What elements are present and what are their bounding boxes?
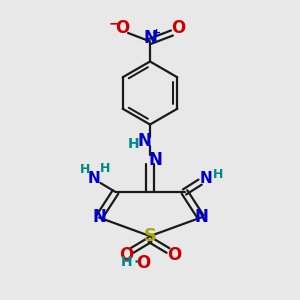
Text: +: +: [152, 28, 161, 38]
Text: N: N: [148, 151, 162, 169]
Text: H: H: [213, 167, 223, 181]
Text: •: •: [134, 258, 139, 267]
Text: N: N: [194, 208, 208, 226]
Text: N: N: [143, 29, 157, 47]
Text: O: O: [115, 19, 129, 37]
Text: O: O: [167, 246, 181, 264]
Text: N: N: [88, 171, 100, 186]
Text: O: O: [136, 254, 150, 272]
Text: H: H: [80, 163, 91, 176]
Text: H: H: [128, 137, 139, 151]
Text: −: −: [109, 17, 120, 31]
Text: O: O: [119, 246, 133, 264]
Text: O: O: [171, 19, 185, 37]
Text: H: H: [100, 162, 110, 176]
Text: S: S: [143, 227, 157, 245]
Text: N: N: [138, 132, 152, 150]
Text: N: N: [92, 208, 106, 226]
Text: N: N: [200, 171, 212, 186]
Text: H: H: [121, 256, 133, 269]
